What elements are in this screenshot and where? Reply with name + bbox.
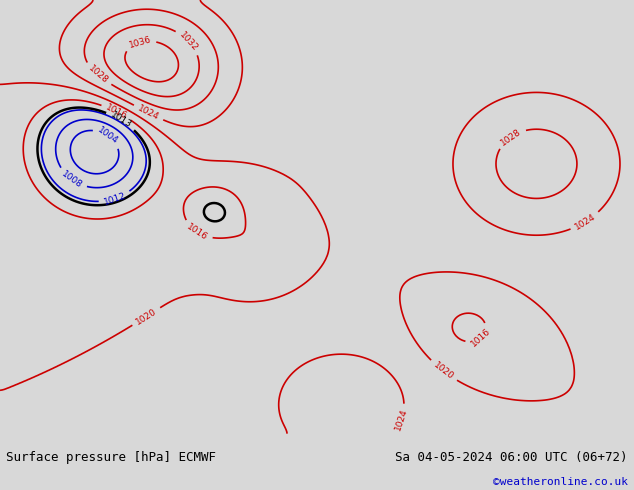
- Text: 1020: 1020: [134, 307, 158, 326]
- Text: Surface pressure [hPa] ECMWF: Surface pressure [hPa] ECMWF: [6, 451, 216, 464]
- Text: 1024: 1024: [573, 212, 597, 232]
- Text: 1032: 1032: [178, 30, 200, 53]
- Text: 1008: 1008: [60, 170, 84, 190]
- Text: 1028: 1028: [86, 64, 110, 86]
- Text: 1024: 1024: [136, 103, 160, 122]
- Text: 1020: 1020: [432, 360, 455, 382]
- Text: 1036: 1036: [127, 35, 152, 49]
- Text: 1012: 1012: [103, 191, 127, 206]
- Text: 1024: 1024: [393, 408, 409, 432]
- Text: Sa 04-05-2024 06:00 UTC (06+72): Sa 04-05-2024 06:00 UTC (06+72): [395, 451, 628, 464]
- Text: 1016: 1016: [185, 222, 209, 242]
- Text: 1004: 1004: [96, 126, 120, 147]
- Text: 1028: 1028: [499, 127, 523, 147]
- Text: 1013: 1013: [108, 110, 133, 130]
- Text: ©weatheronline.co.uk: ©weatheronline.co.uk: [493, 477, 628, 487]
- Text: 1016: 1016: [105, 103, 129, 121]
- Text: 1016: 1016: [469, 327, 493, 349]
